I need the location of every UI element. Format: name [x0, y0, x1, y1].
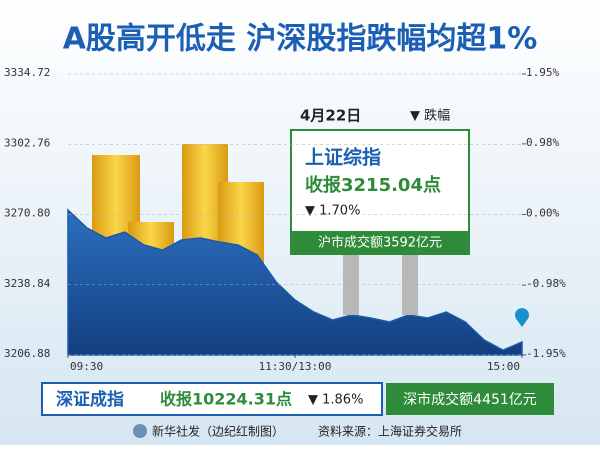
connector	[343, 245, 359, 315]
y2-tick-label: 1.95%	[526, 66, 559, 79]
bottom-change: ▼ 1.86%	[308, 393, 363, 408]
logo	[133, 424, 147, 438]
annotation-turnover: 沪市成交额3592亿元	[318, 235, 442, 251]
annotation-change: ▼ 1.70%	[305, 204, 360, 219]
bottom-close: 收报10224.31点	[160, 390, 292, 409]
annotation-index: 上证综指	[305, 146, 381, 169]
bottom-turnover: 深市成交额4451亿元	[403, 391, 537, 408]
x-tick-label: 11:30/13:00	[259, 360, 332, 373]
annotation-close: 收报3215.04点	[305, 174, 441, 196]
y-tick-label: 3302.76	[4, 136, 50, 149]
y2-tick-label: 0.98%	[526, 136, 559, 149]
y2-tick-label: 0.00%	[526, 207, 559, 220]
annotation-turnover-bar	[291, 231, 469, 254]
bottom-index: 深证成指	[56, 389, 124, 410]
connector	[402, 245, 418, 315]
chart-title: A股高开低走 沪深股指跌幅均超1%	[63, 22, 538, 57]
y2-tick-label: -0.98%	[526, 277, 566, 290]
footer-credit: 新华社发（边纪红制图）	[152, 424, 284, 439]
area	[67, 208, 523, 356]
bottom-turnover-bar	[386, 383, 554, 415]
footer-source: 资料来源：上海证券交易所	[318, 424, 462, 439]
x-tick-label: 15:00	[487, 360, 520, 373]
x-tick-label: 09:30	[70, 360, 103, 373]
annotation-legend: ▼ 跌幅	[410, 108, 450, 124]
y-tick-label: 3206.88	[4, 347, 50, 360]
y2-tick-label: -1.95%	[526, 347, 566, 360]
y-tick-label: 3270.80	[4, 207, 50, 220]
bottom-box	[41, 382, 383, 416]
y-tick-label: 3334.72	[4, 66, 50, 79]
annotation-date: 4月22日	[300, 107, 361, 125]
y-tick-label: 3238.84	[4, 277, 51, 290]
end-pin	[515, 308, 529, 327]
